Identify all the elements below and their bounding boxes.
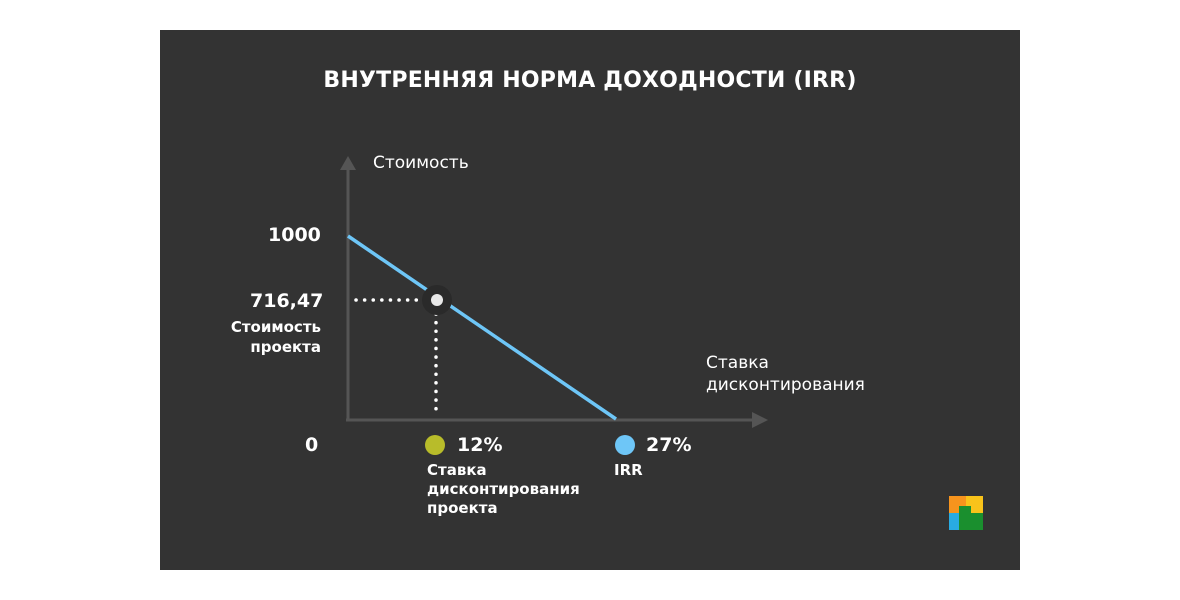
- project-value-label: Стоимость проекта: [230, 318, 321, 356]
- x-axis-arrow: [752, 412, 768, 428]
- zero-tick: 0: [305, 434, 319, 456]
- highlight-point: [431, 294, 443, 306]
- irr-label: IRR: [614, 461, 643, 479]
- rate-marker: [425, 435, 445, 455]
- y-axis-arrow: [340, 156, 356, 170]
- logo-icon: [949, 496, 983, 530]
- irr-value: 27%: [646, 434, 692, 456]
- x-axis-label: Ставка дисконтирования: [706, 353, 865, 395]
- rate-label: Ставка дисконтирования проекта: [427, 461, 580, 517]
- chart-plot: [340, 156, 768, 455]
- chart-title: ВНУТРЕННЯЯ НОРМА ДОХОДНОСТИ (IRR): [323, 68, 857, 93]
- y-axis-label: Стоимость: [373, 153, 469, 173]
- irr-marker: [615, 435, 635, 455]
- npv-line: [347, 234, 617, 421]
- y-tick-max: 1000: [268, 224, 321, 246]
- rate-value: 12%: [457, 434, 503, 456]
- chart-card: ВНУТРЕННЯЯ НОРМА ДОХОДНОСТИ (IRR) Стоимо…: [160, 30, 1020, 570]
- y-tick-project: 716,47: [250, 290, 324, 312]
